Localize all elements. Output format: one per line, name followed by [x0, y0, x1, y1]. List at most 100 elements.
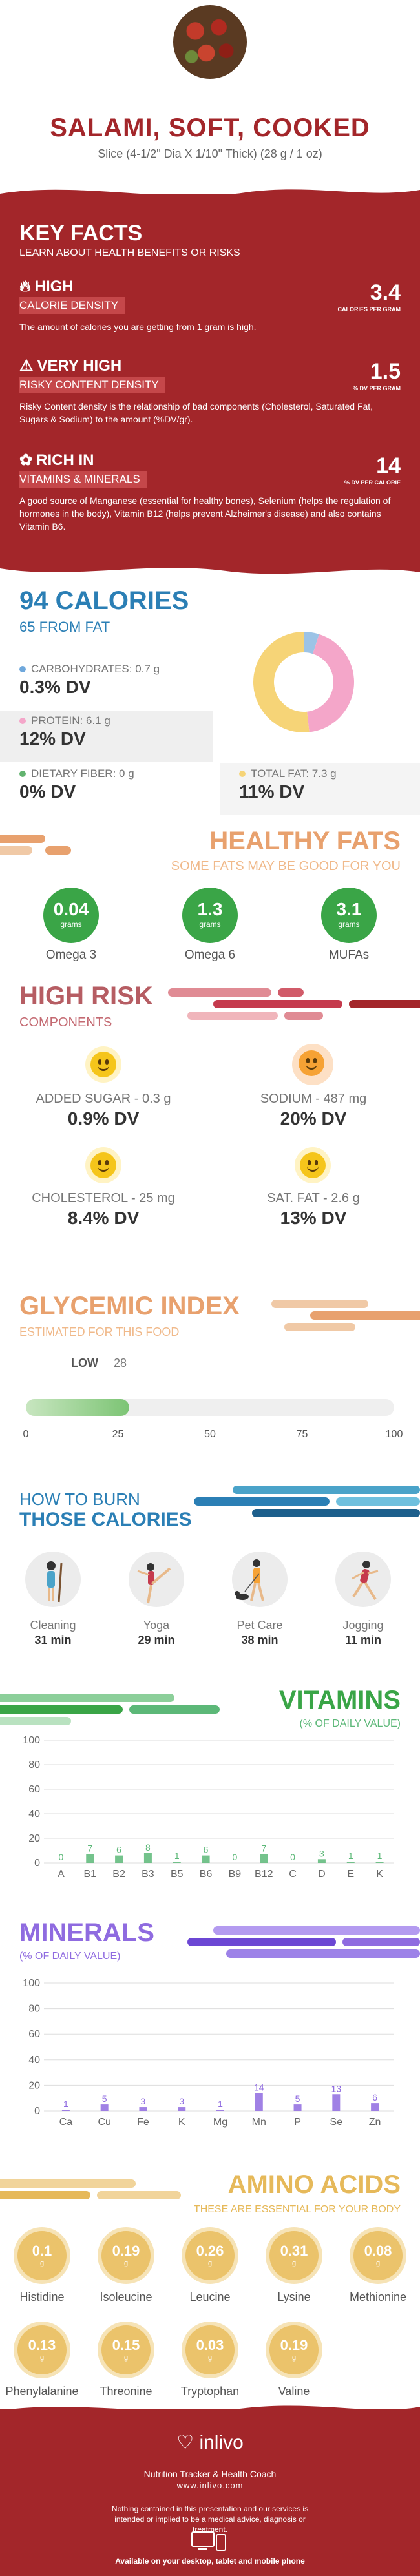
warning-icon: ⚠ [19, 357, 34, 375]
glycemic-tick-label: 0 [23, 1429, 29, 1440]
serving-size: Slice (4-1/2" Dia X 1/10" Thick) (28 g /… [98, 147, 322, 160]
healthy-fats-title: HEALTHY FATS [209, 827, 401, 855]
x-tick-label: B1 [83, 1869, 96, 1880]
fat-value: 1.3 [197, 899, 223, 919]
activity-jogging: Jogging 11 min [318, 1552, 408, 1647]
vitamins-subtitle: (% OF DAILY VALUE) [299, 1718, 401, 1729]
minerals-subtitle: (% OF DAILY VALUE) [19, 1951, 121, 1962]
x-tick-label: D [318, 1869, 326, 1880]
amino-phenylalanine: 0.13 g Phenylalanine [3, 2325, 81, 2398]
risk-label: SAT. FAT - 2.6 g [267, 1191, 360, 1205]
glycemic-index-section: GLYCEMIC INDEX ESTIMATED FOR THIS FOOD L… [0, 1292, 420, 1460]
x-tick-label: Cu [98, 2117, 110, 2128]
amino-badge: 0.03 g [185, 2325, 235, 2374]
fact-risky-content: ⚠ VERY HIGH RISKY CONTENT DENSITY 1.5 % D… [19, 357, 401, 426]
risk-dv: 13% DV [280, 1208, 347, 1228]
vitamins-section: VITAMINS (% OF DAILY VALUE) 0 20 40 60 80 100… [0, 1679, 420, 1899]
fact-level: HIGH [34, 278, 74, 295]
amino-value: 0.19 [280, 2337, 308, 2353]
x-tick-label: Mn [252, 2117, 266, 2128]
fact-unit: CALORIES PER GRAM [337, 306, 401, 313]
amino-value: 0.13 [28, 2337, 56, 2353]
decorative-stripes [168, 988, 420, 1034]
bar-value-label: 7 [87, 1844, 92, 1854]
bar-value-label: 6 [204, 1845, 209, 1855]
amino-value: 0.15 [112, 2337, 140, 2353]
key-facts-section: KEY FACTS LEARN ABOUT HEALTH BENEFITS OR… [0, 189, 420, 583]
bar-value-label: 5 [102, 2093, 107, 2104]
fact-value: 14 [376, 453, 401, 478]
brand-url[interactable]: www.inlivo.com [176, 2480, 244, 2490]
amino-value: 0.08 [364, 2243, 392, 2259]
high-risk-title: HIGH RISK [19, 982, 153, 1010]
y-tick-label: 0 [34, 2106, 40, 2117]
smiley-icon [85, 1147, 121, 1183]
macro-label: PROTEIN: 6.1 g [31, 714, 110, 727]
amino-subtitle: THESE ARE ESSENTIAL FOR YOUR BODY [193, 2204, 401, 2215]
glycemic-tick-label: 25 [112, 1429, 124, 1440]
bar-b12 [260, 1854, 268, 1863]
risk-dv: 0.9% DV [67, 1108, 140, 1128]
y-tick-label: 20 [28, 1833, 40, 1844]
smiley-icon [292, 1044, 333, 1085]
brand-name: inlivo [199, 2432, 244, 2453]
amino-name: Leucine [189, 2290, 231, 2303]
minerals-section: MINERALS (% OF DAILY VALUE) 0 20 40 60 80 100… [0, 1918, 420, 2151]
fat-value: 3.1 [336, 899, 362, 919]
amino-unit: g [291, 2354, 297, 2362]
bar-value-label: 1 [377, 1851, 383, 1861]
fact-description: The amount of calories you are getting f… [19, 322, 257, 332]
x-tick-label: Ca [59, 2117, 73, 2128]
bar-value-label: 5 [295, 2093, 300, 2104]
fact-value: 3.4 [370, 280, 401, 305]
amino-badge: 0.08 g [353, 2231, 403, 2280]
amino-badge: 0.13 g [17, 2325, 67, 2374]
activity-name: Pet Care [236, 1619, 283, 1632]
bar-mn [255, 2093, 263, 2111]
bar-mg [216, 2110, 224, 2111]
amino-name: Isoleucine [100, 2290, 152, 2303]
bar-value-label: 1 [174, 1851, 180, 1861]
activity-cleaning: Cleaning 31 min [8, 1552, 98, 1647]
macro-label: TOTAL FAT: 7.3 g [251, 767, 337, 780]
activity-time: 11 min [344, 1634, 382, 1646]
amino-badge: 0.19 g [101, 2231, 151, 2280]
amino-threonine: 0.15 g Threonine [87, 2325, 165, 2398]
bar-zn [371, 2103, 379, 2111]
fact-description: A good source of Manganese (essential fo… [19, 495, 391, 532]
salami-photo [172, 4, 248, 80]
glycemic-value: 28 [114, 1356, 127, 1369]
amino-value: 0.26 [196, 2243, 224, 2259]
smiley-icon [85, 1046, 121, 1083]
glycemic-fill [26, 1399, 129, 1416]
y-tick-label: 60 [28, 2029, 40, 2040]
macro-dietary-fiber: DIETARY FIBER: 0 g 0% DV [0, 763, 187, 815]
bar-e [346, 1862, 355, 1863]
risk-dv: 20% DV [280, 1108, 347, 1128]
macro-label: CARBOHYDRATES: 0.7 g [31, 663, 160, 675]
amino-unit: g [123, 2354, 129, 2362]
macro-label: DIETARY FIBER: 0 g [31, 767, 134, 780]
decorative-stripes [0, 835, 78, 860]
activity-yoga: Yoga 29 min [111, 1552, 202, 1647]
omega3-badge: 0.04 grams [43, 888, 99, 943]
amino-badge: 0.1 g [17, 2231, 67, 2280]
decorative-stripes [187, 1926, 420, 1965]
activity-name: Jogging [342, 1619, 384, 1632]
macro-total-fat: TOTAL FAT: 7.3 g 11% DV [220, 763, 420, 815]
glycemic-subtitle: ESTIMATED FOR THIS FOOD [19, 1325, 180, 1338]
risk-label: SODIUM - 487 mg [260, 1092, 367, 1106]
x-tick-label: B12 [255, 1869, 273, 1880]
footer: ♡ inlivo Nutrition Tracker & Health Coac… [0, 2405, 420, 2576]
fat-value: 0.04 [53, 899, 89, 919]
dot-icon [19, 718, 26, 724]
amino-name: Lysine [277, 2290, 311, 2303]
y-tick-label: 80 [28, 1760, 40, 1771]
fat-label: Omega 3 [45, 948, 97, 962]
dot-icon [239, 771, 246, 777]
food-title: SALAMI, SOFT, COOKED [50, 114, 370, 142]
activity-time: 38 min [241, 1634, 278, 1646]
amino-value: 0.03 [196, 2337, 224, 2353]
burn-title-line2: THOSE CALORIES [19, 1509, 192, 1530]
